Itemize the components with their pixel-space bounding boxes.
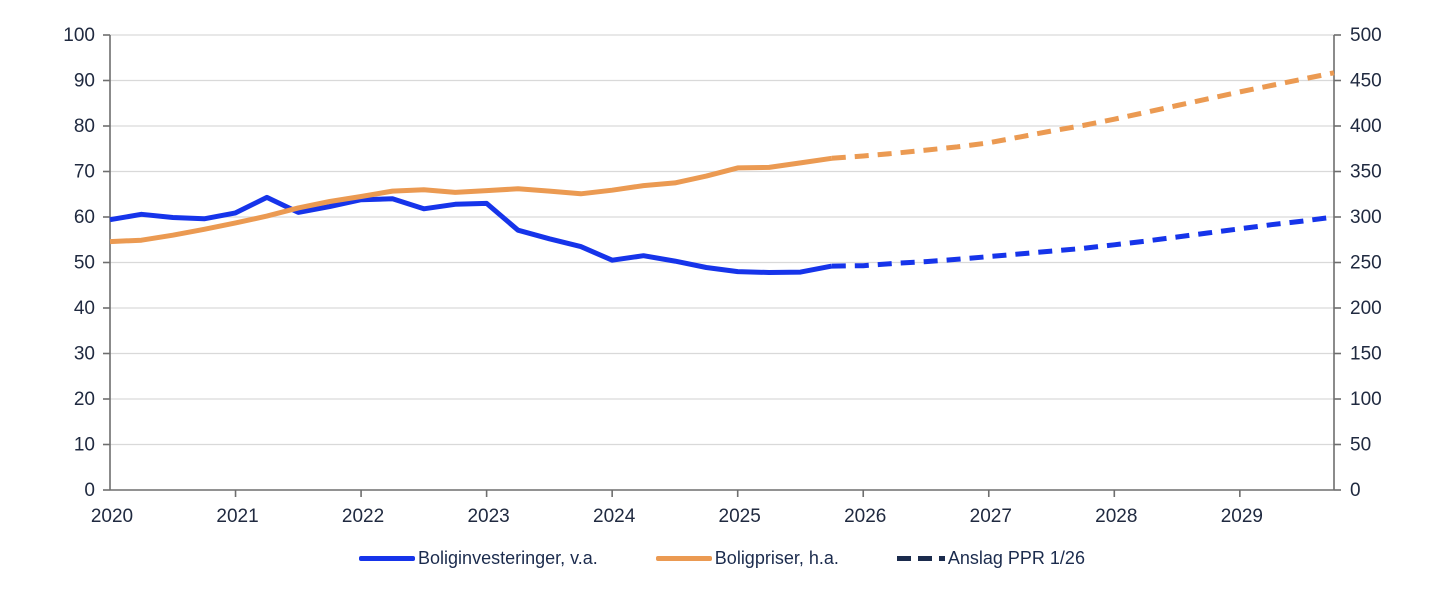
left-axis-tick-label: 0 — [84, 480, 95, 501]
left-axis-tick-label: 90 — [74, 71, 95, 92]
right-axis-tick-label: 450 — [1350, 71, 1382, 92]
left-axis-tick-label: 50 — [74, 253, 95, 274]
right-axis-tick-label: 0 — [1350, 480, 1361, 501]
left-axis-tick-label: 10 — [74, 435, 95, 456]
right-axis-tick-label: 150 — [1350, 344, 1382, 365]
series-line-2-forecast — [831, 214, 1335, 269]
legend-item-2: Anslag PPR 1/26 — [896, 548, 1085, 569]
left-axis-tick-label: 80 — [74, 116, 95, 137]
right-axis-tick-label: 100 — [1350, 389, 1382, 410]
legend-label: Boligpriser, h.a. — [714, 548, 839, 568]
left-axis-tick-label: 30 — [74, 344, 95, 365]
left-axis-tick-label: 20 — [74, 389, 95, 410]
legend-label: Boliginvesteringer, v.a. — [418, 548, 598, 568]
series-line-1-history — [109, 155, 833, 245]
left-axis-tick-label: 70 — [74, 162, 95, 183]
legend-item-1: Boligpriser, h.a. — [655, 548, 839, 569]
x-axis-tick-label: 2022 — [342, 506, 384, 527]
x-axis-tick-label: 2027 — [970, 506, 1012, 527]
legend-swatch-solid-icon — [359, 556, 416, 561]
right-axis-tick-label: 250 — [1350, 253, 1382, 274]
legend-swatch-dashed-icon — [896, 556, 945, 561]
x-axis-tick-label: 2024 — [593, 506, 636, 527]
right-axis-tick-label: 300 — [1350, 207, 1382, 228]
right-axis-tick-label: 350 — [1350, 162, 1382, 183]
series-line-0-history — [109, 194, 833, 275]
right-axis-tick-label: 400 — [1350, 116, 1382, 137]
legend-item-0: Boliginvesteringer, v.a. — [359, 548, 598, 569]
legend-swatch-solid-icon — [655, 556, 712, 561]
x-axis-tick-label: 2020 — [91, 506, 133, 527]
right-axis-tick-label: 500 — [1350, 25, 1382, 46]
x-axis-tick-label: 2029 — [1221, 506, 1263, 527]
left-axis-tick-label: 100 — [63, 25, 95, 46]
right-axis-tick-label: 50 — [1350, 435, 1371, 456]
left-axis-tick-label: 60 — [74, 207, 95, 228]
right-axis-tick-label: 200 — [1350, 298, 1382, 319]
x-axis-tick-label: 2021 — [216, 506, 258, 527]
x-axis-tick-label: 2026 — [844, 506, 886, 527]
x-axis-tick-label: 2028 — [1095, 506, 1137, 527]
legend-label: Anslag PPR 1/26 — [947, 548, 1085, 568]
x-axis-tick-label: 2023 — [467, 506, 509, 527]
chart-legend: Boliginvesteringer, v.a. Boligpriser, h.a… — [110, 548, 1334, 569]
series-line-3-forecast — [831, 70, 1335, 161]
x-axis-tick-label: 2025 — [719, 506, 761, 527]
left-axis-tick-label: 40 — [74, 298, 95, 319]
